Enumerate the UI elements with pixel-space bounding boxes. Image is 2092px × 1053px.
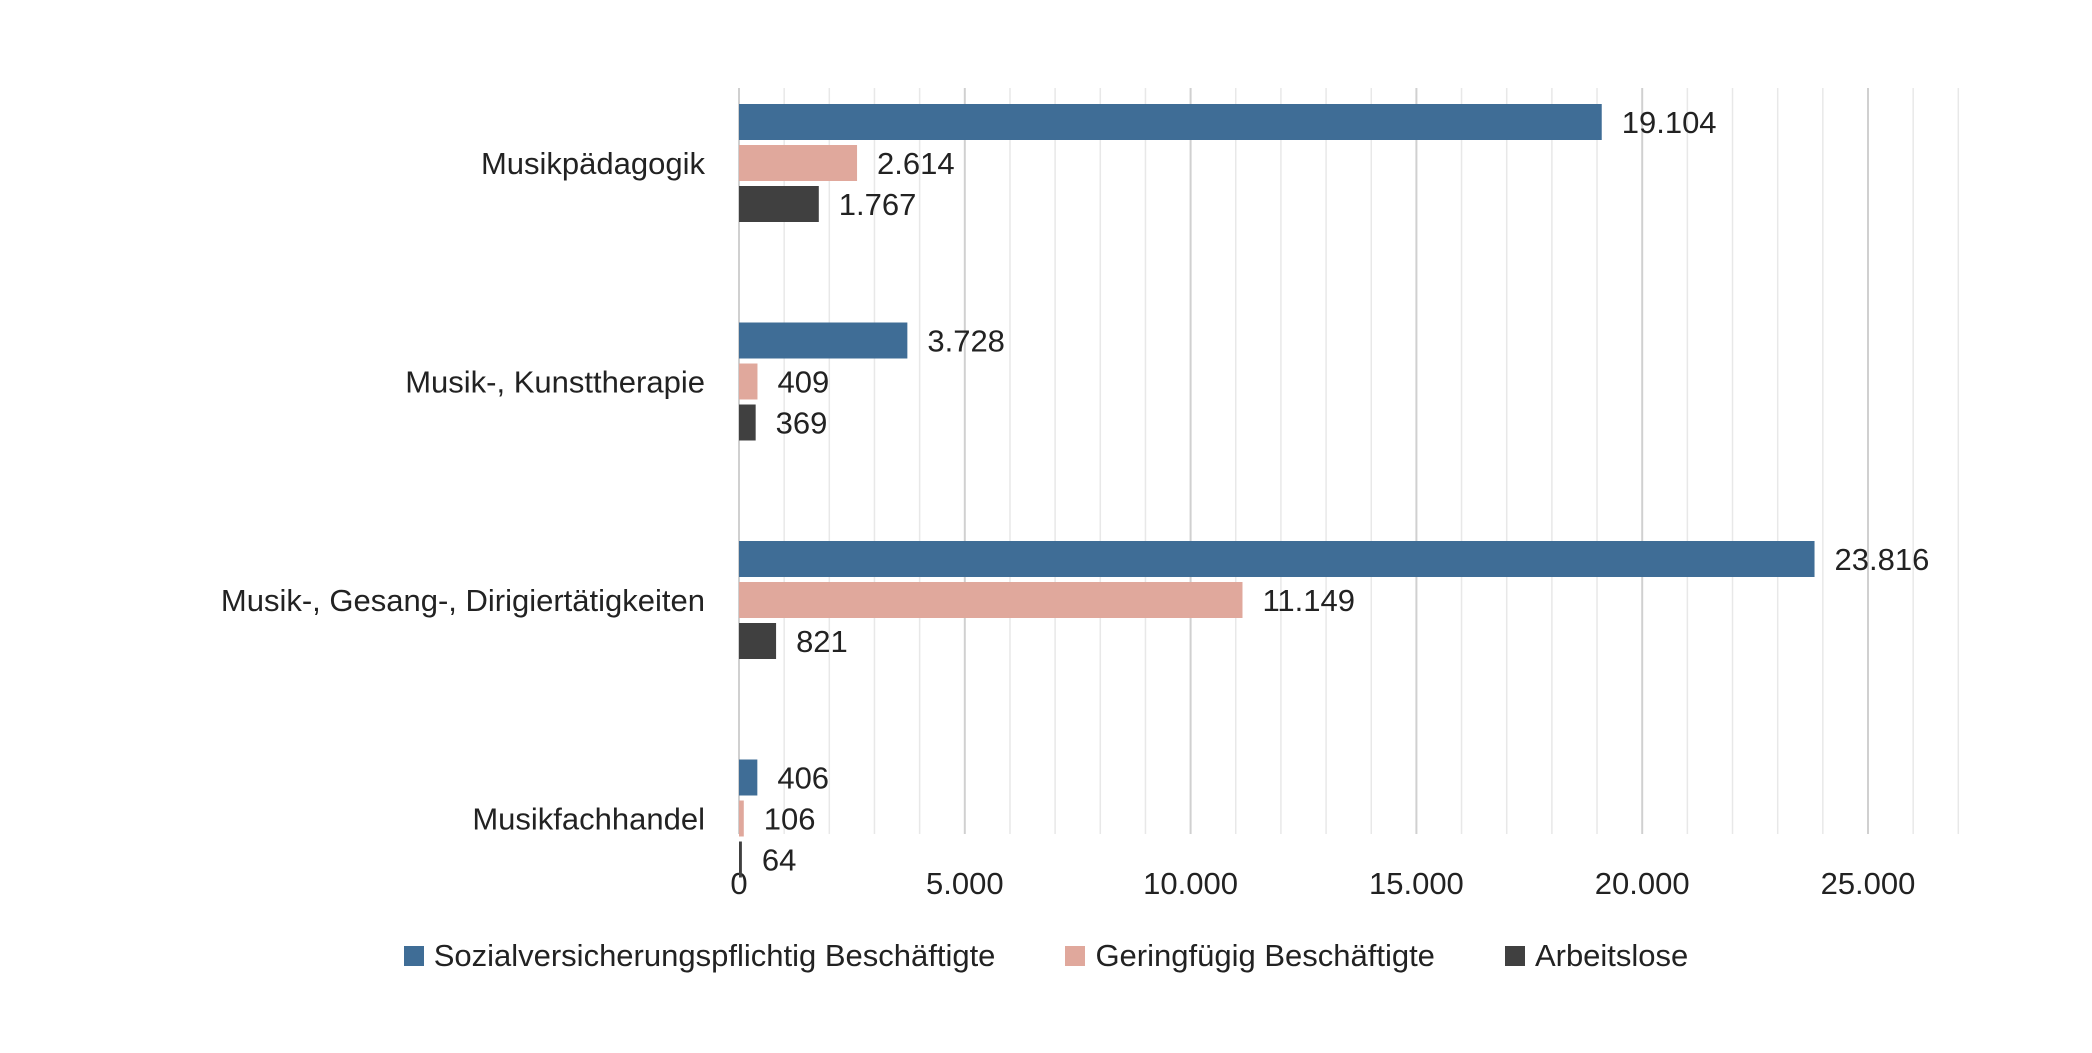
bar <box>739 841 742 878</box>
legend-item: Geringfügig Beschäftigte <box>1065 938 1435 974</box>
x-tick-label: 10.000 <box>1143 866 1238 901</box>
category-label: Musik-, Gesang-, Dirigiertätigkeiten <box>221 583 705 618</box>
data-label: 23.816 <box>1835 542 1930 577</box>
bar <box>739 800 744 837</box>
bar <box>739 186 819 222</box>
bar <box>739 759 758 796</box>
data-label: 409 <box>777 365 829 400</box>
category-label: Musikpädagogik <box>481 146 706 181</box>
data-label: 1.767 <box>839 187 917 222</box>
data-label: 19.104 <box>1622 105 1717 140</box>
data-label: 821 <box>796 624 848 659</box>
legend-label: Arbeitslose <box>1534 938 1689 973</box>
bar <box>739 322 908 359</box>
data-label: 106 <box>764 802 816 837</box>
data-label: 2.614 <box>877 146 955 181</box>
legend: Sozialversicherungspflichtig Beschäftigt… <box>0 938 2092 974</box>
bar <box>739 541 1815 577</box>
bar <box>739 363 758 400</box>
x-tick-label: 0 <box>730 866 747 901</box>
x-tick-label: 25.000 <box>1821 866 1916 901</box>
data-label: 406 <box>777 761 829 796</box>
category-label: Musik-, Kunsttherapie <box>405 365 705 400</box>
legend-label: Sozialversicherungspflichtig Beschäftigt… <box>433 938 996 973</box>
legend-item: Arbeitslose <box>1504 938 1689 974</box>
legend-swatch <box>403 946 424 966</box>
legend-swatch <box>1504 946 1525 966</box>
data-label: 3.728 <box>927 324 1005 359</box>
data-label: 64 <box>762 843 796 878</box>
x-tick-label: 5.000 <box>926 866 1004 901</box>
data-label: 11.149 <box>1262 583 1355 618</box>
data-label: 369 <box>776 406 828 441</box>
x-tick-label: 20.000 <box>1595 866 1690 901</box>
bar <box>739 145 858 181</box>
bar <box>739 104 1602 140</box>
x-tick-label: 15.000 <box>1369 866 1464 901</box>
bar <box>739 623 777 659</box>
bar <box>739 582 1243 618</box>
category-label: Musikfachhandel <box>472 802 705 837</box>
bar-chart: 0 5.000 10.000 15.000 20.000 25.000 Musikpädag… <box>221 88 1960 901</box>
bar <box>739 404 756 441</box>
legend-label: Geringfügig Beschäftigte <box>1095 938 1435 973</box>
legend-swatch <box>1065 946 1086 966</box>
legend-item: Sozialversicherungspflichtig Beschäftigt… <box>403 938 996 974</box>
